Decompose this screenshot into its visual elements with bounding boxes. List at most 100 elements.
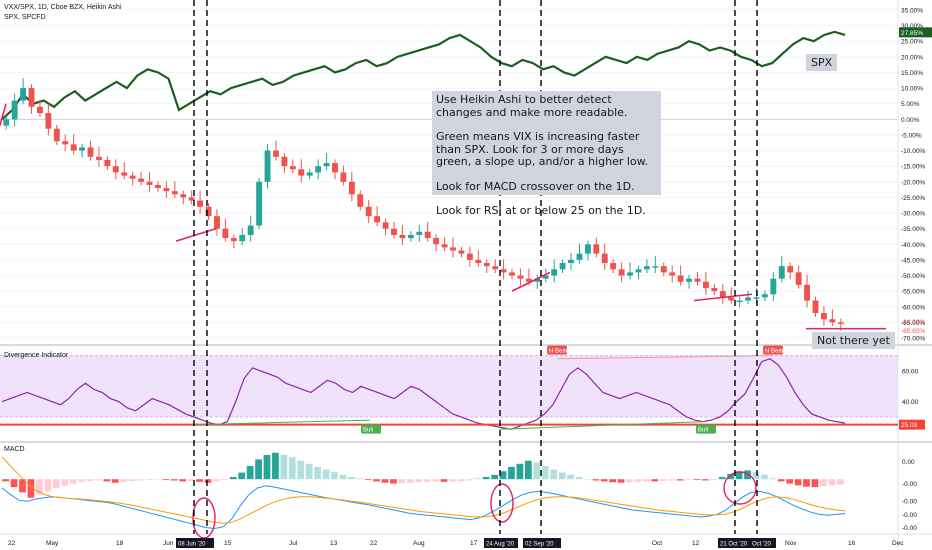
y-tick-label: -0.00: [902, 512, 917, 519]
compare-header[interactable]: SPX, SPCFD: [4, 14, 46, 21]
macd-histogram-bar: [364, 479, 372, 481]
y-tick-label: -10.00%: [901, 148, 925, 155]
candle-body: [382, 222, 389, 229]
macd-histogram-bar: [744, 470, 751, 480]
candle-body: [138, 178, 145, 182]
note-line: Use Heikin Ashi to better detect changes…: [436, 93, 628, 119]
macd-histogram-bar: [836, 479, 844, 485]
macd-histogram-bar: [162, 479, 170, 481]
candle-body: [466, 253, 473, 260]
macd-histogram-bar: [735, 471, 743, 480]
macd-histogram-bar: [752, 472, 760, 480]
macd-histogram-bar: [339, 474, 347, 480]
candle-body: [374, 216, 381, 223]
macd-histogram-bar: [626, 479, 633, 483]
macd-histogram-bar: [44, 479, 52, 492]
macd-histogram-bar: [524, 460, 532, 480]
macd-histogram-bar: [583, 479, 591, 480]
y-tick-label: -5.00%: [901, 132, 922, 139]
macd-histogram-bar: [2, 479, 10, 482]
spx-label: SPX: [806, 54, 838, 71]
candle-body: [11, 100, 18, 120]
x-tick-label: 22: [8, 540, 16, 547]
date-marker-tag: Oct '20: [752, 542, 771, 548]
y-tick-label: 0.00%: [901, 117, 920, 124]
candle-body: [357, 194, 364, 207]
candle-body: [736, 300, 743, 303]
y-tick-label: 15.00%: [901, 70, 923, 77]
macd-histogram-bar: [786, 479, 794, 484]
candle-body: [669, 272, 676, 276]
date-marker-tag: 24 Aug '20: [486, 542, 515, 548]
x-tick-label: 12: [692, 540, 700, 547]
y-tick-label: 5.00%: [901, 101, 920, 108]
candle-body: [79, 147, 86, 151]
y-tick-label: 30.00%: [901, 23, 923, 30]
candle-body: [298, 169, 305, 176]
macd-title[interactable]: MACD: [4, 446, 25, 453]
macd-histogram-bar: [288, 457, 296, 480]
candle-body: [112, 166, 119, 173]
macd-histogram-bar: [170, 479, 178, 481]
macd-histogram-bar: [381, 479, 389, 483]
y-tick-label: 10.00%: [901, 86, 923, 93]
candle-body: [399, 234, 406, 239]
macd-histogram-bar: [575, 477, 583, 480]
date-marker-tag-bg: [718, 538, 754, 548]
crossover-highlight-circle: [723, 471, 757, 505]
macd-histogram-bar: [19, 479, 26, 493]
candle-body: [188, 197, 195, 201]
spx-series-line: [1, 30, 846, 121]
candle-body: [509, 272, 515, 276]
candle-body: [230, 238, 237, 242]
candle-body: [348, 181, 355, 195]
x-tick-label: Oct: [652, 540, 662, 547]
x-tick-label: 22: [370, 540, 378, 547]
macd-histogram-bar: [651, 479, 659, 482]
macd-histogram-bar: [600, 479, 608, 482]
y-tick-label: -65.00%: [901, 320, 925, 327]
y-tick-label: -0.00: [902, 525, 917, 532]
macd-histogram-bar: [305, 463, 313, 480]
candle-body: [214, 216, 220, 229]
candle-body: [205, 206, 212, 217]
macd-histogram-bar: [474, 478, 482, 480]
macd-histogram-bar: [761, 474, 768, 480]
candle-body: [45, 113, 52, 129]
macd-histogram-bar: [145, 479, 153, 481]
crossover-highlight-circle: [490, 483, 514, 523]
candle-body: [660, 266, 667, 273]
macd-histogram-bar: [263, 455, 271, 480]
macd-histogram-bar: [432, 479, 439, 482]
macd-histogram-bar: [52, 479, 60, 488]
macd-histogram-bar: [769, 478, 777, 480]
candle-body: [416, 231, 423, 235]
candle-body: [163, 188, 170, 192]
macd-histogram-bar: [811, 479, 819, 488]
candle-body: [534, 278, 541, 282]
divergence-marks: [0, 355, 898, 430]
candle-body: [239, 234, 246, 242]
symbol-header[interactable]: VXX/SPX, 1D, Cboe BZX, Heikin Ashi: [4, 4, 122, 11]
macd-histogram-bar: [27, 479, 35, 498]
macd-histogram-bar: [659, 479, 667, 481]
macd-histogram-bar: [246, 466, 254, 480]
candle-body: [702, 281, 709, 289]
macd-histogram-bar: [457, 479, 465, 481]
candle-body: [778, 266, 785, 279]
macd-histogram-bar: [440, 479, 448, 482]
candle-body: [795, 272, 802, 285]
y-tick-label: 0.00: [902, 459, 915, 466]
y-tick-label: 20.00%: [901, 54, 923, 61]
macd-histogram-bar: [794, 479, 802, 486]
candle-body: [70, 144, 77, 151]
candle-body: [820, 313, 827, 320]
candle-body: [197, 200, 204, 207]
macd-histogram-bar: [373, 479, 380, 482]
date-marker-tag: 08 Jun '20: [178, 542, 206, 548]
candle-body: [450, 247, 456, 251]
macd-histogram-bar: [482, 477, 490, 480]
divergence-title[interactable]: Divergence Indicator: [4, 352, 69, 359]
candle-body: [155, 184, 161, 189]
